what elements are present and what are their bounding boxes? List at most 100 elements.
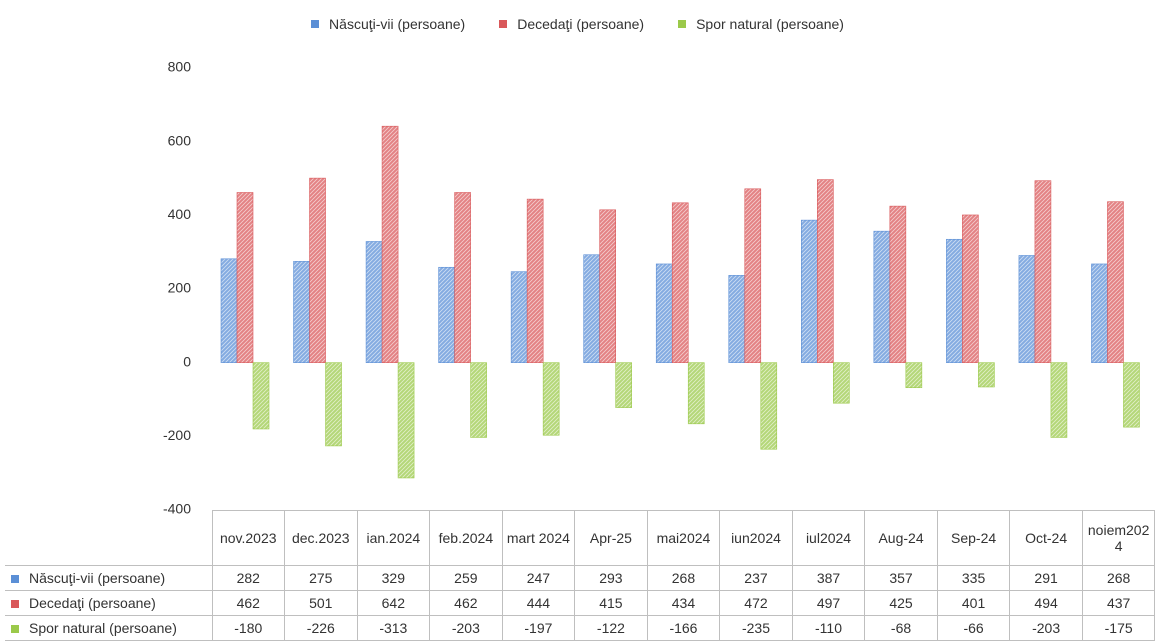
legend-label: Spor natural (persoane)	[696, 16, 844, 32]
table-value: 387	[791, 565, 866, 591]
bar	[397, 362, 415, 479]
table-value: -197	[501, 615, 576, 641]
bar	[655, 263, 673, 363]
table-value: -68	[864, 615, 938, 641]
x-tick-label: Sep-24	[936, 510, 1011, 566]
bar	[526, 198, 544, 363]
legend-label: Decedaţi (persoane)	[517, 16, 645, 32]
table-value: 293	[574, 565, 648, 591]
row-label: Spor natural (persoane)	[29, 620, 177, 636]
legend-item: Decedaţi (persoane)	[499, 16, 644, 32]
table-value: 462	[429, 590, 503, 616]
table-value: -180	[211, 615, 286, 641]
legend-label: Născuţi-vii (persoane)	[329, 16, 466, 32]
y-tick-label: -400	[163, 501, 191, 517]
bar	[236, 192, 254, 363]
x-tick-label: mai2024	[646, 510, 721, 566]
bar	[671, 202, 689, 363]
table-value: 497	[791, 590, 866, 616]
bar	[1123, 362, 1140, 428]
y-tick-label: 400	[168, 206, 192, 222]
table-value: -66	[936, 615, 1011, 641]
x-tick-label: iul2024	[791, 510, 866, 566]
x-tick-label: noiem2024	[1081, 510, 1155, 566]
bar	[381, 125, 399, 363]
bar	[252, 362, 270, 430]
bar	[615, 362, 632, 408]
bar	[817, 179, 834, 363]
table-value: 434	[646, 590, 721, 616]
row-label: Născuţi-vii (persoane)	[29, 570, 166, 586]
table-value: 268	[646, 565, 721, 591]
x-tick-label: dec.2023	[284, 510, 358, 566]
table-value: 425	[864, 590, 938, 616]
legend-marker	[11, 600, 19, 608]
table-value: -166	[646, 615, 721, 641]
bar	[583, 254, 600, 363]
table-value: -203	[1009, 615, 1083, 641]
table-value: 357	[864, 565, 938, 591]
table-value: 237	[719, 565, 793, 591]
legend-marker	[11, 575, 19, 583]
y-tick-label: 200	[168, 280, 192, 296]
legend: Născuţi-vii (persoane) Decedaţi (persoane…	[0, 16, 1155, 32]
bar	[744, 188, 762, 363]
row-label-cell: Decedaţi (persoane)	[5, 590, 213, 616]
bar	[470, 362, 487, 438]
x-tick-label: nov.2023	[211, 510, 286, 566]
table-row: Decedaţi (persoane) 462 501 642 462 444 415 434…	[5, 590, 1155, 616]
bar	[873, 230, 891, 363]
y-tick-label: 800	[168, 59, 192, 75]
bar	[542, 362, 560, 436]
table-header-row: nov.2023 dec.2023 ian.2024 feb.2024 mart 202…	[5, 510, 1155, 566]
table-value: 444	[501, 590, 576, 616]
y-tick-label: 600	[168, 132, 192, 148]
bar	[1107, 201, 1124, 363]
table-value: 268	[1081, 565, 1155, 591]
bar	[801, 219, 818, 363]
table-value: 247	[501, 565, 576, 591]
table-value: 501	[284, 590, 358, 616]
row-label-cell: Spor natural (persoane)	[5, 615, 213, 641]
x-tick-label: feb.2024	[429, 510, 503, 566]
x-tick-label: Aug-24	[864, 510, 938, 566]
table-value: 437	[1081, 590, 1155, 616]
x-tick-label: mart 2024	[501, 510, 576, 566]
y-tick-label: 0	[183, 353, 191, 369]
x-tick-label: iun2024	[719, 510, 793, 566]
x-tick-label: Oct-24	[1009, 510, 1083, 566]
bar	[978, 362, 995, 388]
table-value: 494	[1009, 590, 1083, 616]
y-tick-label: -200	[163, 427, 191, 443]
table-value: 472	[719, 590, 793, 616]
legend-item: Născuţi-vii (persoane)	[311, 16, 465, 32]
bar	[438, 266, 455, 363]
table-value: 291	[1009, 565, 1083, 591]
bar	[325, 362, 342, 447]
bar	[1050, 362, 1068, 438]
table-value: 415	[574, 590, 648, 616]
bar	[833, 362, 850, 404]
table-value: -313	[356, 615, 431, 641]
table-row: Născuţi-vii (persoane) 282 275 329 259 247 293…	[5, 565, 1155, 591]
data-table: nov.2023 dec.2023 ian.2024 feb.2024 mart 202…	[5, 510, 1155, 641]
bar	[728, 275, 746, 363]
row-label: Decedaţi (persoane)	[29, 595, 156, 611]
legend-marker	[678, 20, 687, 28]
bar	[962, 214, 979, 363]
table-value: 259	[429, 565, 503, 591]
bar	[293, 261, 310, 363]
bar	[309, 177, 326, 363]
table-row: Spor natural (persoane) -180 -226 -313 -203-…	[5, 615, 1155, 641]
table-value: -175	[1081, 615, 1155, 641]
table-value: 329	[356, 565, 431, 591]
bar	[510, 271, 528, 363]
table-value: 462	[211, 590, 286, 616]
legend-marker	[311, 20, 320, 28]
legend-marker	[499, 20, 508, 28]
table-value: -235	[719, 615, 793, 641]
table-corner	[5, 511, 212, 566]
bar	[905, 362, 923, 389]
